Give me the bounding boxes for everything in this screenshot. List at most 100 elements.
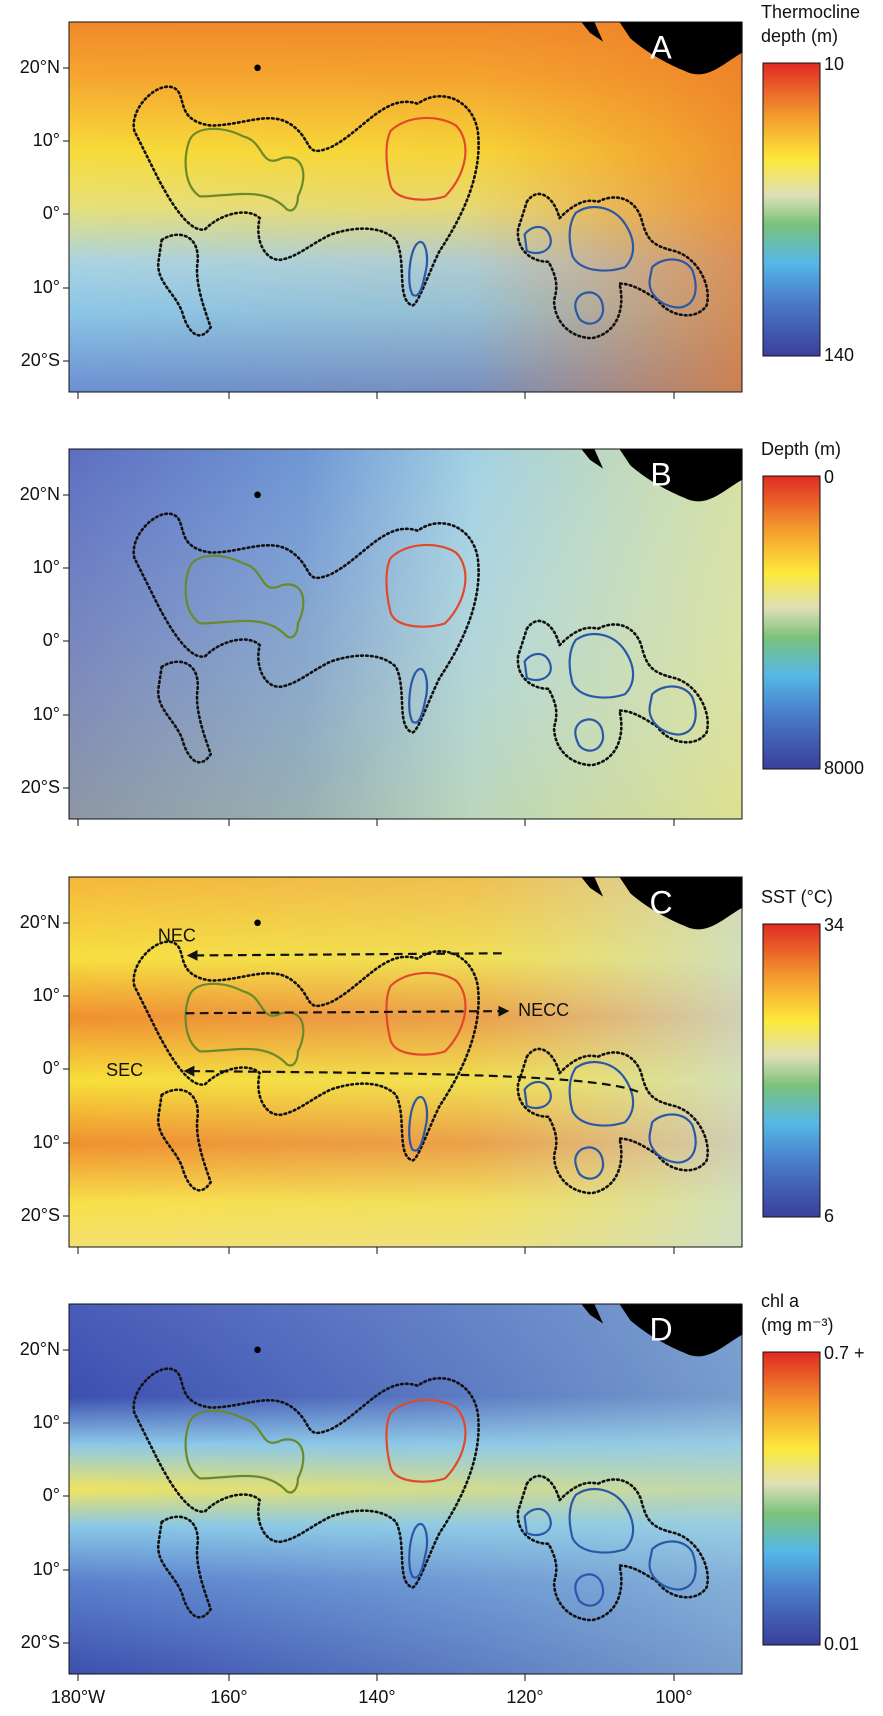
lat-label: 10° — [33, 277, 60, 297]
species-contour — [574, 718, 605, 752]
map-panel: A — [68, 21, 743, 393]
dotted-contour — [516, 1474, 709, 1622]
panel-letter: D — [649, 1311, 672, 1347]
species-contour — [648, 685, 697, 736]
dotted-contour — [132, 1367, 480, 1589]
dotted-contour — [132, 85, 480, 307]
species-contour — [184, 127, 305, 212]
lat-label: 10° — [33, 1132, 60, 1152]
lat-label: 0° — [43, 1058, 60, 1078]
species-contour — [568, 633, 635, 699]
colorbar-top-label: 0.7 + — [824, 1343, 865, 1363]
lat-label: 10° — [33, 985, 60, 1005]
colorbar-top-label: 34 — [824, 915, 844, 935]
dotted-contour — [516, 192, 709, 340]
species-contour — [184, 982, 305, 1067]
colorbar — [762, 62, 821, 357]
colorbar-title: SST (°C) — [761, 887, 833, 907]
contours — [132, 22, 743, 340]
lat-label: 0° — [43, 203, 60, 223]
landmass — [581, 877, 743, 930]
species-contour — [408, 1522, 429, 1579]
map-panel: NEC NECC SEC C — [68, 876, 743, 1248]
map-frame — [68, 448, 743, 820]
species-contour — [568, 1488, 635, 1554]
dotted-contour — [132, 940, 480, 1162]
species-contour — [408, 240, 429, 297]
dotted-contour — [157, 233, 213, 337]
species-contour — [568, 1061, 635, 1127]
colorbar — [762, 1351, 821, 1646]
lon-label: 140° — [358, 1687, 395, 1707]
colorbar-title: depth (m) — [761, 26, 838, 46]
lat-label: 0° — [43, 630, 60, 650]
colorbar-title: Thermocline — [761, 2, 860, 22]
species-contour — [385, 971, 467, 1056]
map-panel: B — [68, 448, 743, 820]
lon-label: 100° — [655, 1687, 692, 1707]
species-contour — [648, 1540, 697, 1591]
species-contour — [568, 206, 635, 272]
map-overlay — [69, 22, 742, 392]
lon-label: 180°W — [51, 1687, 105, 1707]
species-contour — [523, 1507, 552, 1537]
current-arrow — [186, 949, 502, 961]
contours — [132, 449, 743, 767]
lat-label: 10° — [33, 130, 60, 150]
lat-label: 20°N — [20, 57, 60, 77]
current-label: NECC — [518, 1000, 569, 1020]
contours — [132, 1304, 743, 1622]
dotted-contour — [157, 1515, 213, 1619]
lat-label: 20°N — [20, 1339, 60, 1359]
map-frame — [68, 21, 743, 393]
map-overlay — [69, 877, 742, 1247]
map-panel: D — [68, 1303, 743, 1675]
species-contour — [408, 667, 429, 724]
island — [254, 491, 261, 499]
landmass — [581, 1304, 743, 1357]
island — [254, 1346, 261, 1354]
landmass — [581, 449, 743, 502]
lat-label: 10° — [33, 557, 60, 577]
current-arrow — [183, 1065, 639, 1093]
lat-label: 20°S — [21, 777, 60, 797]
island — [254, 64, 261, 72]
current-label: NEC — [158, 926, 196, 946]
lat-label: 10° — [33, 1559, 60, 1579]
lat-label: 20°S — [21, 350, 60, 370]
colorbar-title: Depth (m) — [761, 439, 841, 459]
species-contour — [408, 1095, 429, 1152]
map-frame — [68, 1303, 743, 1675]
lat-label: 20°S — [21, 1205, 60, 1225]
species-contour — [523, 1080, 552, 1110]
dotted-contour — [157, 660, 213, 764]
map-overlay — [69, 449, 742, 819]
dotted-contour — [516, 619, 709, 767]
lat-label: 20°N — [20, 912, 60, 932]
lon-label: 160° — [210, 1687, 247, 1707]
lat-label: 20°S — [21, 1632, 60, 1652]
lat-label: 10° — [33, 704, 60, 724]
species-contour — [184, 554, 305, 639]
species-contour — [523, 652, 552, 682]
species-contour — [385, 116, 467, 201]
colorbar-title: (mg m⁻³) — [761, 1315, 833, 1335]
island — [254, 919, 261, 927]
species-contour — [385, 543, 467, 628]
species-contour — [184, 1409, 305, 1494]
species-contour — [574, 291, 605, 325]
colorbar-bottom-label: 6 — [824, 1206, 834, 1226]
current-arrow — [185, 1005, 510, 1017]
species-contour — [574, 1146, 605, 1180]
colorbar-top-label: 10 — [824, 54, 844, 74]
species-contour — [648, 258, 697, 309]
colorbar-top-label: 0 — [824, 467, 834, 487]
lat-label: 0° — [43, 1485, 60, 1505]
map-frame — [68, 876, 743, 1248]
species-contour — [574, 1573, 605, 1607]
landmass — [581, 22, 743, 75]
colorbar — [762, 923, 821, 1218]
colorbar-bottom-label: 8000 — [824, 758, 864, 778]
lat-label: 10° — [33, 1412, 60, 1432]
